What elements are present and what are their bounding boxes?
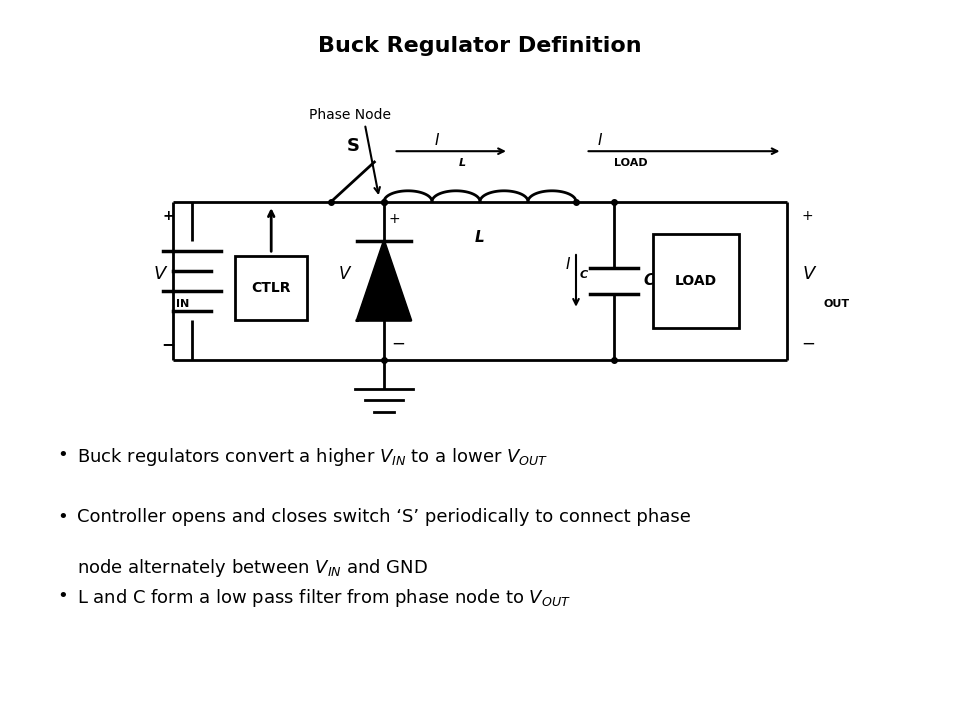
- Text: LOAD: LOAD: [614, 158, 648, 168]
- Bar: [653, 234, 739, 328]
- Text: $I$: $I$: [597, 132, 603, 148]
- Text: $V$: $V$: [338, 265, 352, 282]
- Polygon shape: [357, 241, 411, 320]
- Text: $V$: $V$: [153, 265, 168, 282]
- Text: $I$: $I$: [434, 132, 440, 148]
- Text: OUT: OUT: [824, 299, 850, 309]
- Text: +: +: [162, 209, 174, 222]
- Text: •: •: [57, 587, 68, 605]
- Text: Phase Node: Phase Node: [309, 109, 392, 122]
- Text: L and C form a low pass filter from phase node to $V_{OUT}$: L and C form a low pass filter from phas…: [77, 587, 570, 609]
- Text: LOAD: LOAD: [675, 274, 717, 288]
- Text: −: −: [802, 335, 815, 353]
- Text: $V$: $V$: [802, 265, 817, 282]
- Text: PN: PN: [367, 295, 384, 305]
- Text: Buck Regulator Definition: Buck Regulator Definition: [318, 36, 642, 56]
- Text: Buck regulators convert a higher $V_{IN}$ to a lower $V_{OUT}$: Buck regulators convert a higher $V_{IN}…: [77, 446, 548, 469]
- Text: C: C: [643, 274, 655, 288]
- Text: Controller opens and closes switch ‘S’ periodically to connect phase: Controller opens and closes switch ‘S’ p…: [77, 508, 690, 526]
- Text: •: •: [57, 446, 68, 464]
- Text: CTLR: CTLR: [252, 281, 291, 295]
- Text: +: +: [802, 209, 813, 222]
- Text: −: −: [392, 335, 405, 353]
- Text: node alternately between $V_{IN}$ and GND: node alternately between $V_{IN}$ and GN…: [77, 557, 427, 579]
- Text: +: +: [389, 212, 400, 226]
- Bar: [235, 256, 307, 320]
- Text: IN: IN: [176, 299, 189, 309]
- Text: S: S: [347, 137, 359, 155]
- Text: •: •: [57, 508, 68, 526]
- Text: C: C: [580, 270, 588, 280]
- Text: −: −: [161, 335, 175, 353]
- Text: L: L: [475, 230, 485, 246]
- Text: $I$: $I$: [565, 256, 571, 271]
- Text: L: L: [459, 158, 466, 168]
